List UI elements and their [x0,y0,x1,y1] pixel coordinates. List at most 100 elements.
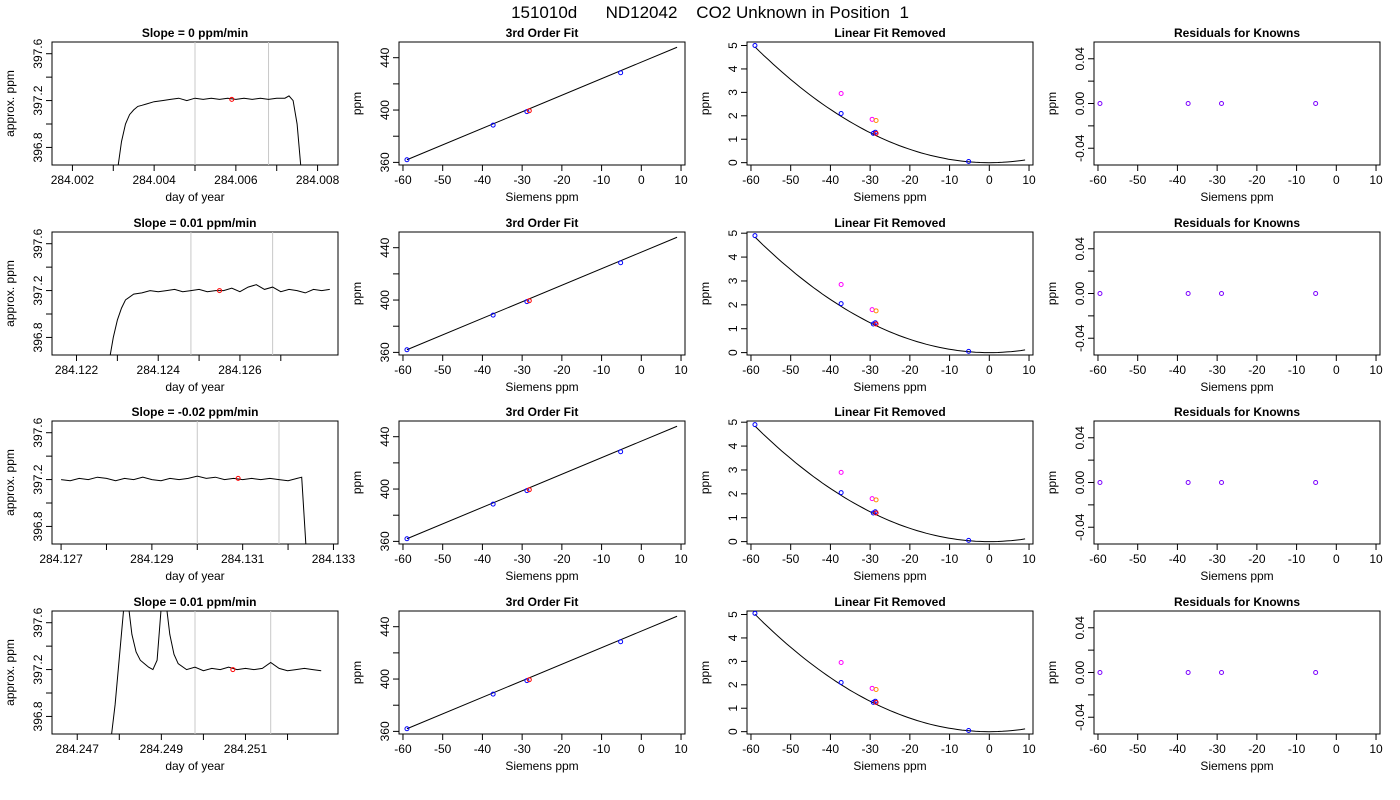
data-point [1185,480,1191,485]
x-tick-label: 284.127 [39,552,83,566]
x-tick-label: -10 [1288,363,1306,377]
y-tick-label: 360 [378,342,392,362]
x-axis-label: Siemens ppm [853,569,926,583]
panel-title: Linear Fit Removed [834,405,945,419]
fit-curve [754,46,1026,164]
plot-frame [1093,610,1381,735]
x-axis-label: Siemens ppm [1200,380,1273,394]
x-axis-label: Siemens ppm [853,380,926,394]
panel-title: Slope = 0.01 ppm/min [133,595,256,609]
x-axis-label: day of year [165,569,224,583]
y-tick-label: 360 [378,152,392,172]
y-tick-label: 5 [726,42,740,49]
plot-frame [398,420,686,545]
data-point [869,496,875,502]
y-axis-label: ppm [1045,471,1059,494]
y-tick-label: 396.8 [31,701,45,731]
y-tick-label: 400 [378,669,392,689]
data-point [752,610,758,616]
y-tick-label: 3 [726,658,740,665]
x-tick-label: -30 [513,173,531,187]
y-tick-label: 440 [378,426,392,446]
y-axis-label: ppm [350,282,364,305]
y-tick-label: 397.6 [31,417,45,447]
data-point [869,685,875,691]
x-tick-label: 284.129 [130,552,174,566]
y-axis-label: ppm [1045,92,1059,115]
y-tick-label: 1 [726,514,740,521]
fit-line [406,236,678,351]
panel-r2c1: Slope = 0.01 ppm/min 284.122 284.124 284.12… [3,216,339,394]
y-tick-label: 1 [726,705,740,712]
x-tick-label: -30 [513,552,531,566]
data-point [404,536,410,542]
data-point [490,501,496,507]
fit-line [406,615,678,730]
y-tick-label: 5 [726,230,740,237]
x-tick-label: -20 [901,742,919,756]
plot-frame [51,420,339,545]
x-tick-label: -40 [1169,173,1187,187]
x-tick-label: -30 [1208,742,1226,756]
panel-title: Residuals for Knowns [1174,26,1300,40]
data-point [526,677,532,683]
x-tick-label: -20 [1248,173,1266,187]
data-point [1313,291,1319,296]
x-axis-label: day of year [165,190,224,204]
x-tick-label: -50 [434,742,452,756]
y-tick-label: 1 [726,325,740,332]
x-tick-label: -60 [1089,173,1107,187]
data-point [618,260,624,266]
x-tick-label: 0 [986,742,993,756]
x-axis-label: Siemens ppm [505,569,578,583]
data-point [1185,670,1191,675]
y-axis-label: ppm [698,282,712,305]
data-point [524,299,530,305]
data-point [838,282,844,288]
x-tick-label: -60 [394,173,412,187]
panel-r3c1: Slope = -0.02 ppm/min 284.127 284.129 284.1… [3,405,355,583]
data-point [1313,670,1319,675]
y-tick-label: -0.04 [1073,513,1087,541]
x-axis-label: day of year [165,380,224,394]
x-tick-label: 0 [1333,552,1340,566]
y-axis-label: ppm [698,661,712,684]
x-tick-label: -50 [434,173,452,187]
fit-line [406,46,678,161]
x-axis-label: Siemens ppm [853,190,926,204]
y-axis-label: ppm [350,471,364,494]
x-tick-label: 284.131 [221,552,265,566]
data-point [490,691,496,697]
panel-title: Residuals for Knowns [1174,216,1300,230]
y-axis-label: ppm [698,92,712,115]
data-point [838,91,844,97]
data-point [1097,480,1103,485]
y-tick-label: 0.04 [1073,47,1087,71]
x-tick-label: 284.004 [132,173,176,187]
x-tick-label: -50 [434,552,452,566]
x-tick-label: -60 [394,552,412,566]
data-point [1097,291,1103,296]
data-point [524,678,530,684]
panel-title: 3rd Order Fit [506,405,579,419]
y-tick-label: 0.04 [1073,426,1087,450]
plot-frame [398,610,686,735]
x-axis-label: day of year [165,759,224,773]
mean-marker [230,667,236,673]
data-point [873,308,879,314]
x-tick-label: -60 [742,173,760,187]
mean-marker [217,288,223,294]
data-point [873,321,879,327]
data-point [404,726,410,732]
x-tick-label: 0 [986,552,993,566]
panel-title: 3rd Order Fit [506,595,579,609]
data-point [1185,291,1191,296]
data-point [1219,291,1225,296]
series-line [111,611,322,734]
x-tick-label: -10 [941,552,959,566]
y-tick-label: 4 [726,65,740,72]
panel-title: Slope = -0.02 ppm/min [131,405,258,419]
x-tick-label: -20 [901,552,919,566]
data-point [618,70,624,76]
